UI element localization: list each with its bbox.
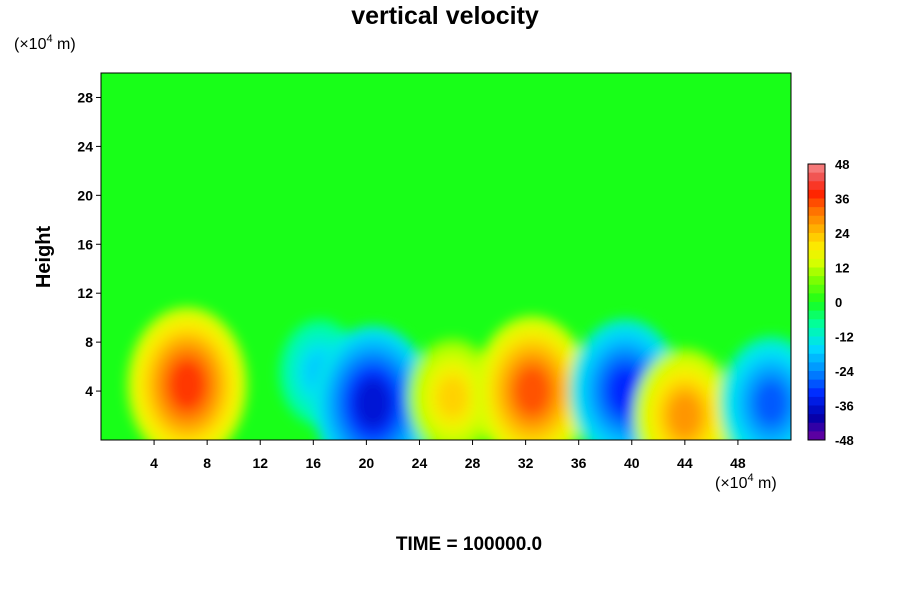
colorbar-segment [808, 164, 825, 174]
colorbar-segment [808, 345, 825, 355]
colorbar-segment [808, 302, 825, 312]
colorbar-ticks: 48 36 24 12 0 -12 -24 -36 -48 [835, 157, 855, 448]
colorbar-segment [808, 310, 825, 320]
colorbar-segment [808, 353, 825, 363]
colorbar-segment [808, 388, 825, 398]
colorbar-tick-label: -36 [835, 399, 854, 414]
x-tick-label: 40 [624, 455, 640, 471]
colorbar-segment [808, 224, 825, 234]
colorbar-tick-label: 12 [835, 261, 849, 276]
colorbar-segment [808, 379, 825, 389]
colorbar-segment [808, 405, 825, 415]
colorbar-segment [808, 327, 825, 337]
colorbar-segment [808, 189, 825, 199]
contour-level [438, 377, 467, 417]
x-tick-label: 44 [677, 455, 693, 471]
colorbar-segment [808, 276, 825, 286]
y-axis-unit: (×104 m) [14, 33, 76, 53]
colorbar-tick-label: -12 [835, 330, 854, 345]
contour-feature [407, 338, 498, 440]
contour-level [168, 359, 206, 411]
colorbar-segment [808, 250, 825, 260]
x-ticks: 4 8 12 16 20 24 28 32 36 40 44 48 [150, 440, 746, 471]
colorbar-tick-label: 24 [835, 226, 850, 241]
colorbar-segment [808, 362, 825, 372]
y-tick-label: 12 [77, 285, 93, 301]
colorbar-frame [807, 163, 826, 441]
colorbar-segment [808, 241, 825, 251]
time-label: TIME = 100000.0 [396, 534, 542, 555]
x-tick-label: 28 [465, 455, 481, 471]
contour-level [354, 377, 392, 429]
colorbar-segment [808, 198, 825, 208]
colorbar [807, 163, 826, 441]
colorbar-segment [808, 371, 825, 381]
contour-feature [127, 307, 247, 440]
colorbar-tick-label: -24 [835, 364, 855, 379]
x-tick-label: 8 [203, 455, 211, 471]
colorbar-segment [808, 422, 825, 432]
contour-level [669, 393, 701, 438]
contour-level [514, 366, 550, 416]
colorbar-segment [808, 181, 825, 191]
colorbar-segment [808, 414, 825, 424]
y-tick-label: 4 [85, 383, 93, 399]
y-tick-label: 8 [85, 334, 93, 350]
y-ticks: 4 8 12 16 20 24 28 [77, 89, 101, 399]
x-axis-unit: (×104 m) [715, 472, 777, 492]
colorbar-tick-label: 48 [835, 157, 849, 172]
contour-feature [474, 316, 590, 440]
x-tick-label: 20 [359, 455, 375, 471]
x-tick-label: 48 [730, 455, 746, 471]
colorbar-segment [808, 258, 825, 268]
chart-title: vertical velocity [351, 2, 539, 30]
contour-feature [719, 336, 791, 440]
plot-frame [100, 72, 792, 441]
colorbar-segment [808, 336, 825, 346]
contour-feature [633, 348, 737, 440]
y-tick-label: 16 [77, 236, 93, 252]
colorbar-segment [808, 396, 825, 406]
plot-area [101, 73, 791, 440]
colorbar-tick-label: 36 [835, 192, 849, 207]
y-axis-label: Height [33, 226, 55, 289]
colorbar-segment [808, 284, 825, 294]
colorbar-segment [808, 319, 825, 329]
colorbar-segment [808, 172, 825, 182]
colorbar-segment [808, 215, 825, 225]
contour-level [608, 367, 643, 415]
colorbar-tick-label: -48 [835, 433, 854, 448]
x-tick-label: 32 [518, 455, 534, 471]
x-tick-label: 16 [306, 455, 322, 471]
colorbar-segment [808, 267, 825, 277]
colorbar-segment [808, 233, 825, 243]
y-tick-label: 24 [77, 138, 93, 154]
contour-level [755, 381, 787, 426]
x-tick-label: 24 [412, 455, 428, 471]
x-tick-label: 36 [571, 455, 587, 471]
x-tick-label: 4 [150, 455, 158, 471]
y-tick-label: 20 [77, 187, 93, 203]
colorbar-tick-label: 0 [835, 295, 842, 310]
colorbar-segment [808, 293, 825, 303]
colorbar-segment [808, 207, 825, 217]
colorbar-segment [808, 431, 825, 441]
x-tick-label: 12 [252, 455, 268, 471]
contour-feature [313, 325, 433, 440]
y-tick-label: 28 [77, 89, 93, 105]
